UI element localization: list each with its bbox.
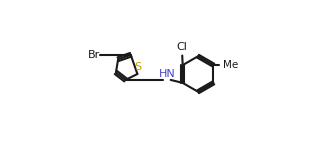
- Text: Cl: Cl: [176, 42, 187, 52]
- Text: HN: HN: [159, 69, 175, 79]
- Text: Me: Me: [223, 60, 238, 70]
- Text: S: S: [135, 62, 142, 72]
- Text: Br: Br: [88, 50, 100, 60]
